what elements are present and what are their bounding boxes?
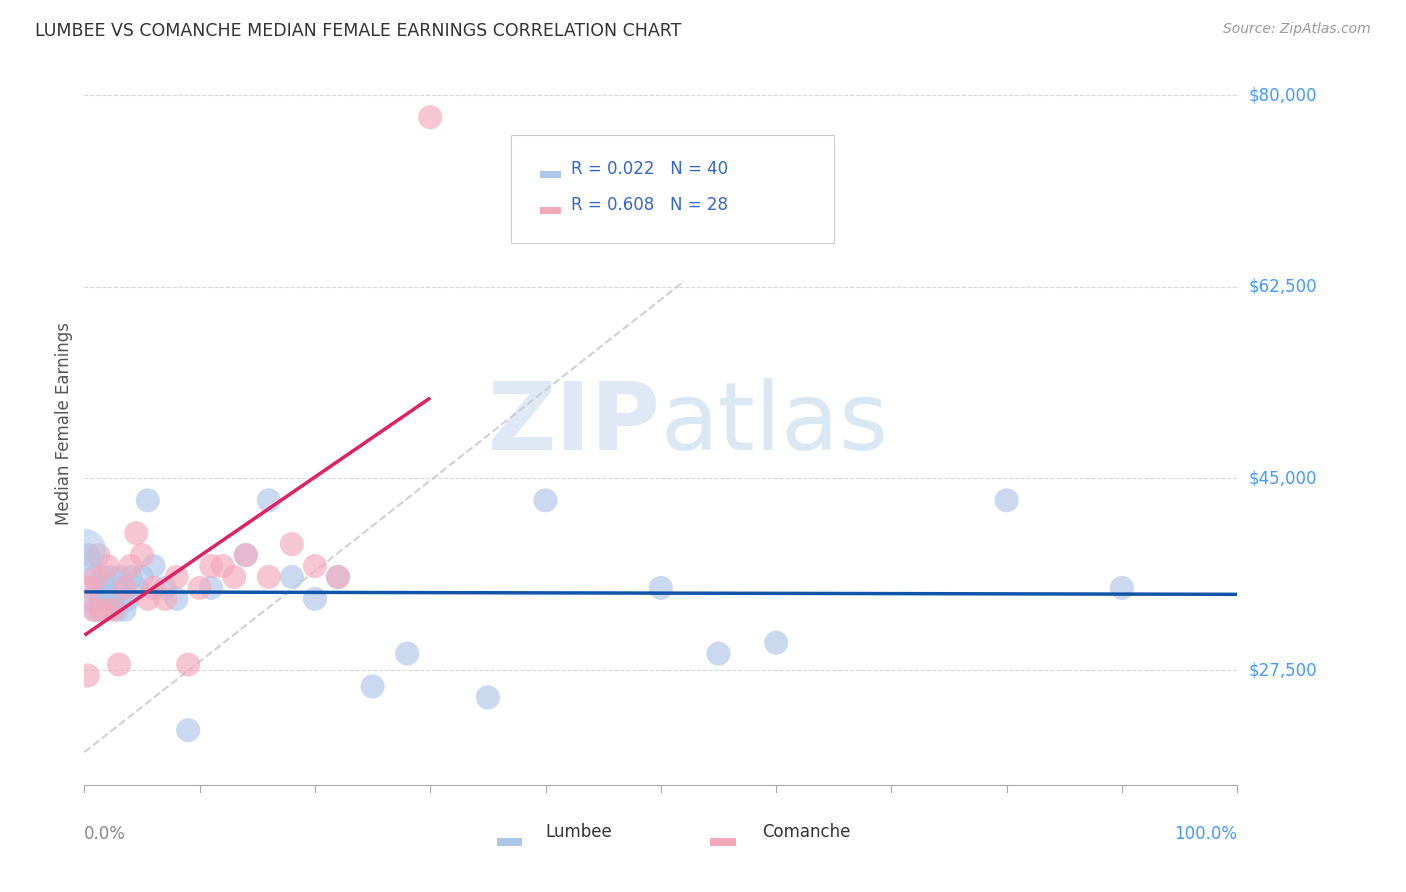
Point <box>257 570 280 584</box>
Point <box>83 603 105 617</box>
Point <box>108 570 131 584</box>
Point <box>224 570 246 584</box>
Point <box>765 635 787 649</box>
Text: 100.0%: 100.0% <box>1174 825 1237 843</box>
Point <box>136 493 159 508</box>
Point <box>304 559 326 574</box>
Point <box>117 591 139 606</box>
Point <box>257 493 280 508</box>
Point <box>114 603 136 617</box>
Point <box>142 559 165 574</box>
FancyBboxPatch shape <box>540 207 561 214</box>
Point <box>131 548 153 562</box>
Text: $80,000: $80,000 <box>1249 87 1317 104</box>
Point <box>211 559 233 574</box>
Point <box>131 570 153 584</box>
Point <box>84 603 107 617</box>
Point <box>120 570 142 584</box>
Text: LUMBEE VS COMANCHE MEDIAN FEMALE EARNINGS CORRELATION CHART: LUMBEE VS COMANCHE MEDIAN FEMALE EARNING… <box>35 22 682 40</box>
Point <box>79 591 101 606</box>
Point <box>96 559 118 574</box>
Point <box>110 581 132 595</box>
Text: ZIP: ZIP <box>488 377 661 470</box>
Point <box>153 591 176 606</box>
Point <box>361 680 384 694</box>
Point <box>326 570 349 584</box>
Point <box>304 591 326 606</box>
Point <box>166 591 188 606</box>
Point <box>235 548 257 562</box>
Text: 0.0%: 0.0% <box>84 825 127 843</box>
Point <box>200 559 222 574</box>
Point <box>136 591 159 606</box>
Point <box>120 559 142 574</box>
Text: $27,500: $27,500 <box>1249 661 1317 679</box>
Point <box>153 581 176 595</box>
FancyBboxPatch shape <box>498 838 523 847</box>
Point <box>90 603 112 617</box>
Point <box>83 570 105 584</box>
Text: R = 0.608   N = 28: R = 0.608 N = 28 <box>571 196 728 214</box>
Point <box>114 581 136 595</box>
Point <box>142 581 165 595</box>
Text: Source: ZipAtlas.com: Source: ZipAtlas.com <box>1223 22 1371 37</box>
FancyBboxPatch shape <box>540 171 561 178</box>
Point <box>87 548 110 562</box>
Point <box>177 657 200 672</box>
Point <box>73 542 96 557</box>
Point <box>94 581 117 595</box>
Point <box>90 603 112 617</box>
Point <box>79 581 101 595</box>
FancyBboxPatch shape <box>710 838 735 847</box>
Point <box>650 581 672 595</box>
Text: $45,000: $45,000 <box>1249 469 1317 487</box>
Text: R = 0.022   N = 40: R = 0.022 N = 40 <box>571 161 728 178</box>
Point <box>98 570 121 584</box>
Point <box>281 537 304 551</box>
Point <box>125 526 148 541</box>
Point <box>87 581 110 595</box>
Point <box>96 591 118 606</box>
Point <box>89 591 111 606</box>
Point <box>76 548 98 562</box>
Point <box>707 647 730 661</box>
Point <box>281 570 304 584</box>
Text: atlas: atlas <box>661 377 889 470</box>
Point <box>105 603 128 617</box>
Point <box>76 668 98 682</box>
Point <box>396 647 419 661</box>
Point <box>166 570 188 584</box>
Point <box>188 581 211 595</box>
Text: Lumbee: Lumbee <box>546 823 612 841</box>
FancyBboxPatch shape <box>510 135 834 243</box>
Point <box>326 570 349 584</box>
Text: $62,500: $62,500 <box>1249 278 1317 296</box>
Point <box>125 581 148 595</box>
Point <box>200 581 222 595</box>
Point <box>103 591 124 606</box>
Point <box>534 493 557 508</box>
Point <box>477 690 499 705</box>
Point <box>103 603 124 617</box>
Point <box>84 570 107 584</box>
Point <box>177 723 200 738</box>
Point <box>108 657 131 672</box>
Point <box>419 110 441 124</box>
Point <box>235 548 257 562</box>
Point <box>91 570 114 584</box>
Text: Comanche: Comanche <box>762 823 851 841</box>
Point <box>995 493 1018 508</box>
Y-axis label: Median Female Earnings: Median Female Earnings <box>55 322 73 525</box>
Point <box>1111 581 1133 595</box>
